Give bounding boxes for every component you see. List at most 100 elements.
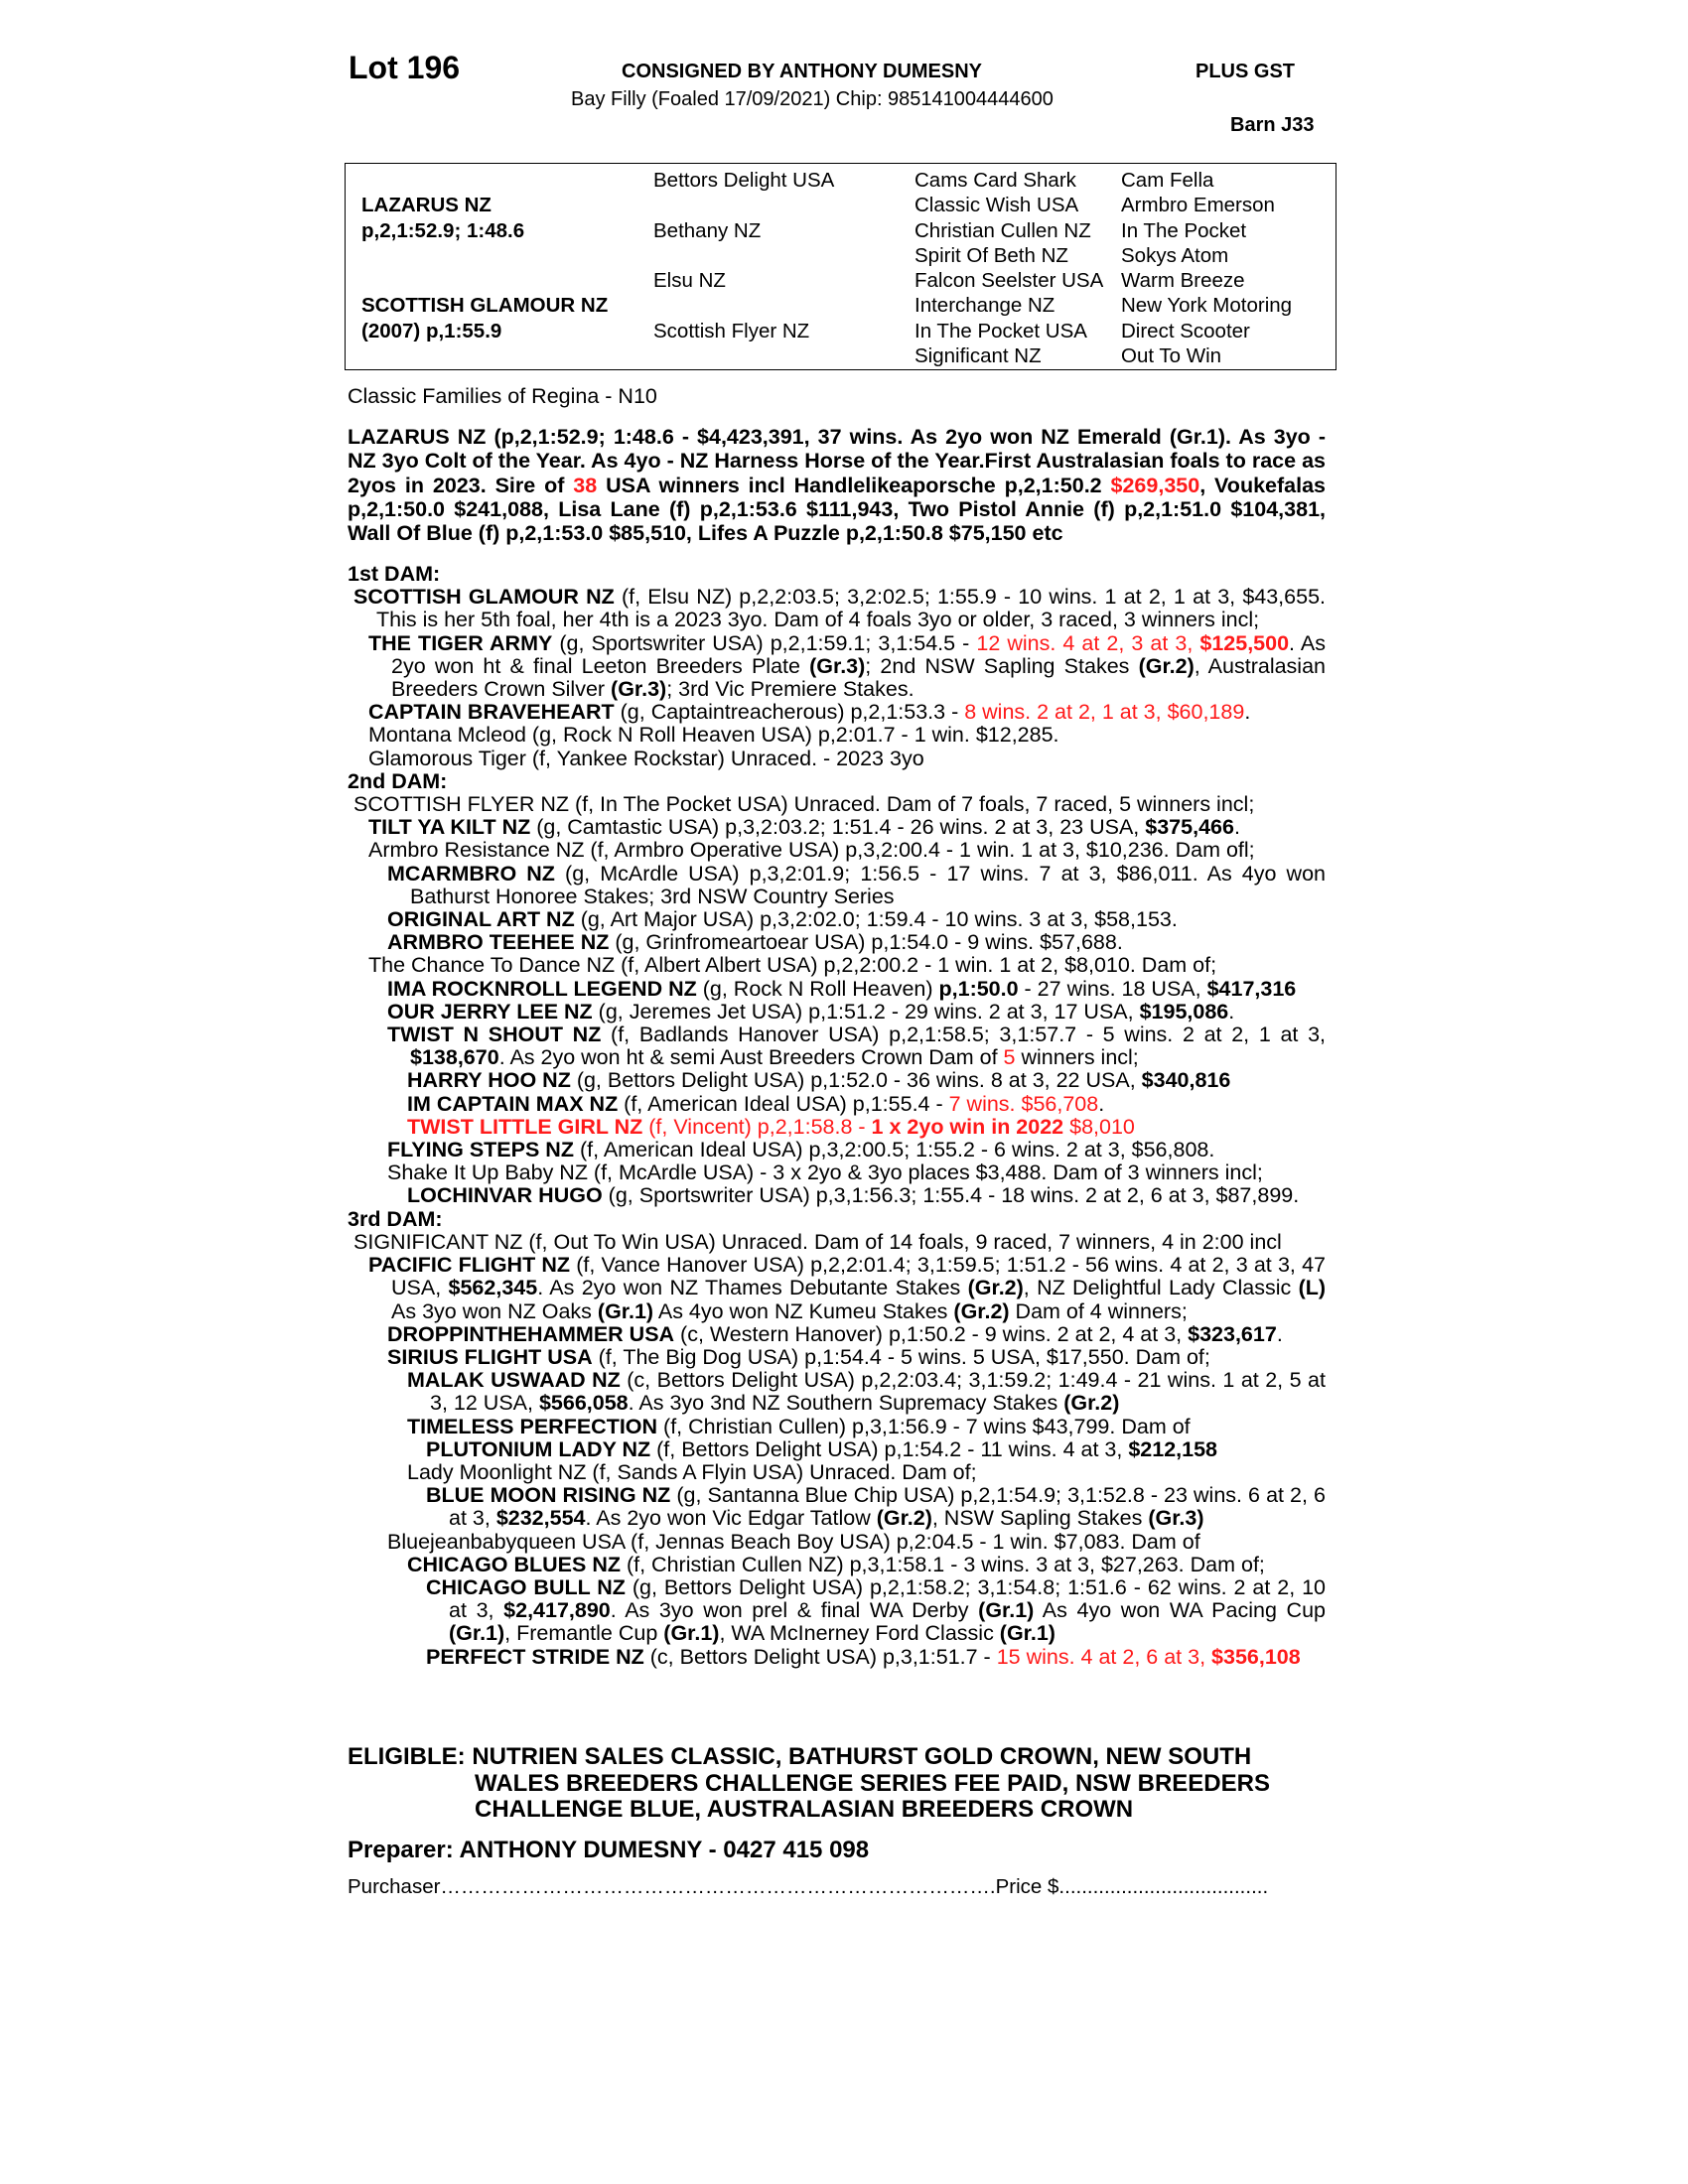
text-segment: 12 wins. 4 at 2, 3 at 3, (976, 630, 1200, 655)
text-segment: (L) (1298, 1276, 1327, 1300)
pedigree-gen3: Spirit Of Beth NZ (914, 243, 1068, 267)
text-segment: TWIST N SHOUT NZ (387, 1023, 602, 1047)
text-segment: SIRIUS FLIGHT USA (387, 1344, 593, 1369)
text-segment: USA winners incl Handlelikeaporsche p,2,… (597, 473, 1111, 497)
pedigree-table: LAZARUS NZ p,2,1:52.9; 1:48.6 SCOTTISH G… (345, 163, 1336, 370)
text-segment: (Gr.3) (1148, 1506, 1204, 1531)
text-segment: (f, Christian Cullen) p,3,1:56.9 - 7 win… (657, 1414, 1191, 1438)
text-segment: As 4yo won NZ Kumeu Stakes (653, 1298, 954, 1323)
text-segment: (g, Rock N Roll Heaven) (696, 976, 939, 1001)
text-segment: winners incl; (1015, 1045, 1139, 1070)
text-segment: OUR JERRY LEE NZ (387, 999, 593, 1024)
text-segment: LOCHINVAR HUGO (407, 1183, 603, 1208)
text-segment: (Gr.1) (978, 1598, 1035, 1623)
text-segment: As 3yo won NZ Oaks (391, 1298, 598, 1323)
text-segment: . As 3yo won prel & final WA Derby (610, 1598, 979, 1623)
progeny-entry: TWIST LITTLE GIRL NZ (f, Vincent) p,2,1:… (348, 1114, 1326, 1139)
text-segment: BLUE MOON RISING NZ (426, 1483, 671, 1508)
progeny-entry: Montana Mcleod (g, Rock N Roll Heaven US… (348, 724, 1326, 747)
text-segment: (g, Sportswriter USA) p,2,1:59.1; 3,1:54… (552, 630, 977, 655)
text-segment: , WA McInerney Ford Classic (719, 1621, 1000, 1646)
text-segment: SCOTTISH GLAMOUR NZ (353, 585, 615, 610)
text-segment: Dam of 4 winners; (1009, 1298, 1188, 1323)
text-segment: (Gr.2) (967, 1276, 1024, 1300)
progeny-entry: Glamorous Tiger (f, Yankee Rockstar) Unr… (348, 747, 1326, 770)
text-segment: DROPPINTHEHAMMER USA (387, 1321, 675, 1346)
text-segment: (f, Elsu NZ) p,2,2:03.5; 3,2:02.5; 1:55.… (376, 585, 1327, 632)
progeny-entry: ARMBRO TEEHEE NZ (g, Grinfromeartoear US… (348, 931, 1326, 954)
dam-record: (2007) p,1:55.9 (361, 319, 502, 342)
text-segment: ORIGINAL ART NZ (387, 907, 575, 932)
text-segment: TWIST LITTLE GIRL NZ (407, 1114, 643, 1139)
progeny-entry: CAPTAIN BRAVEHEART (g, Captaintreacherou… (348, 701, 1326, 724)
text-segment: (f, Vincent) p,2,1:58.8 - (642, 1114, 872, 1139)
text-segment: TIMELESS PERFECTION (407, 1414, 658, 1438)
text-segment: 7 wins. $56,708 (948, 1091, 1099, 1116)
text-segment: . As 2yo won Vic Edgar Tatlow (585, 1506, 877, 1531)
text-segment: $125,500 (1199, 630, 1290, 655)
text-segment: CAPTAIN BRAVEHEART (368, 700, 615, 725)
text-segment: (g, Sportswriter USA) p,3,1:56.3; 1:55.4… (602, 1183, 1300, 1208)
progeny-entry: BLUE MOON RISING NZ (g, Santanna Blue Ch… (348, 1483, 1327, 1531)
progeny-entry: MCARMBRO NZ (g, McArdle USA) p,3,2:01.9;… (348, 861, 1326, 908)
text-segment: PACIFIC FLIGHT NZ (368, 1253, 571, 1278)
sire-summary: LAZARUS NZ (p,2,1:52.9; 1:48.6 - $4,423,… (348, 425, 1326, 545)
pedigree-gen3: In The Pocket USA (914, 319, 1087, 342)
text-segment: $417,316 (1206, 976, 1297, 1001)
consignor: CONSIGNED BY ANTHONY DUMESNY (622, 61, 983, 82)
text-segment: $269,350 (1110, 473, 1200, 497)
dam-heading: 3rd DAM: (348, 1206, 443, 1231)
text-segment: PERFECT STRIDE NZ (426, 1644, 644, 1669)
text-segment: THE TIGER ARMY (368, 630, 553, 655)
progeny-entry: PERFECT STRIDE NZ (c, Bettors Delight US… (348, 1644, 1326, 1669)
pedigree-gen2: Bethany NZ (653, 218, 762, 242)
text-segment: . As 2yo won ht & final Leeton Breeders … (391, 630, 1326, 678)
text-segment: (Gr.2) (1063, 1391, 1120, 1416)
dam-heading: 1st DAM: (348, 562, 441, 586)
text-segment: (c, Western Hanover) p,1:50.2 - 9 wins. … (674, 1321, 1189, 1346)
pedigree-gen4: Out To Win (1121, 344, 1222, 368)
text-segment: , Voukefalas p,2,1:50.0 $241,088, Lisa L… (348, 473, 1326, 546)
progeny-entry: TWIST N SHOUT NZ (f, Badlands Hanover US… (348, 1023, 1326, 1070)
text-segment: Armbro Resistance NZ (f, Armbro Operativ… (368, 838, 1255, 863)
text-segment: MCARMBRO NZ (387, 861, 555, 886)
text-segment: LAZARUS NZ (p,2,1:52.9; 1:48.6 - $4,423,… (348, 425, 1326, 497)
text-segment: (Gr.1) (597, 1298, 654, 1323)
dam-heading: 2nd DAM: (348, 768, 448, 793)
text-segment: $562,345 (448, 1276, 538, 1300)
text-segment: (Gr.1) (663, 1621, 720, 1646)
text-segment: The Chance To Dance NZ (f, Albert Albert… (368, 953, 1217, 978)
text-segment: 5 (1003, 1045, 1016, 1070)
pedigree-gen2: Elsu NZ (653, 269, 726, 293)
text-segment: , NSW Sapling Stakes (931, 1506, 1149, 1531)
progeny-entry: FLYING STEPS NZ (f, American Ideal USA) … (348, 1138, 1326, 1162)
preparer: Preparer: ANTHONY DUMESNY - 0427 415 098 (348, 1837, 870, 1863)
text-segment: (g, Camtastic USA) p,3,2:03.2; 1:51.4 - … (530, 815, 1146, 840)
progeny-entry: ORIGINAL ART NZ (g, Art Major USA) p,3,2… (348, 907, 1326, 932)
progeny-entry: HARRY HOO NZ (g, Bettors Delight USA) p,… (348, 1069, 1326, 1092)
pedigree-gen3: Interchange NZ (914, 294, 1055, 318)
text-segment: $356,108 (1211, 1644, 1301, 1669)
text-segment: (f, Christian Cullen NZ) p,3,1:58.1 - 3 … (621, 1552, 1265, 1576)
text-segment: (Gr.2) (953, 1298, 1010, 1323)
text-segment: (g, Santanna Blue Chip USA) p,2,1:54.9; … (449, 1483, 1327, 1531)
text-segment: HARRY HOO NZ (407, 1068, 571, 1093)
pedigree-gen3: Cams Card Shark (914, 169, 1076, 192)
text-segment: CHICAGO BULL NZ (426, 1574, 626, 1599)
text-segment: MALAK USWAAD NZ (407, 1368, 621, 1393)
progeny-entry: IMA ROCKNROLL LEGEND NZ (g, Rock N Roll … (348, 976, 1326, 1001)
text-segment: (g, Jeremes Jet USA) p,1:51.2 - 29 wins.… (592, 999, 1140, 1024)
text-segment: 38 (573, 473, 598, 497)
text-segment: FLYING STEPS NZ (387, 1138, 574, 1162)
text-segment: (f, American Ideal USA) p,1:55.4 - (618, 1091, 949, 1116)
text-segment: $375,466 (1145, 815, 1234, 840)
text-segment: As 4yo won WA Pacing Cup (1034, 1598, 1326, 1623)
progeny-entry: IM CAPTAIN MAX NZ (f, American Ideal USA… (348, 1091, 1326, 1116)
progeny-entry: SIRIUS FLIGHT USA (f, The Big Dog USA) p… (348, 1344, 1326, 1369)
text-segment: (f, Badlands Hanover USA) p,2,1:58.5; 3,… (601, 1023, 1326, 1047)
pedigree-gen2: Bettors Delight USA (653, 169, 835, 192)
text-segment: $138,670 (410, 1045, 499, 1070)
text-segment: (Gr.2) (1138, 653, 1195, 678)
text-segment: PLUTONIUM LADY NZ (426, 1436, 651, 1461)
text-segment: CHICAGO BLUES NZ (407, 1552, 621, 1576)
